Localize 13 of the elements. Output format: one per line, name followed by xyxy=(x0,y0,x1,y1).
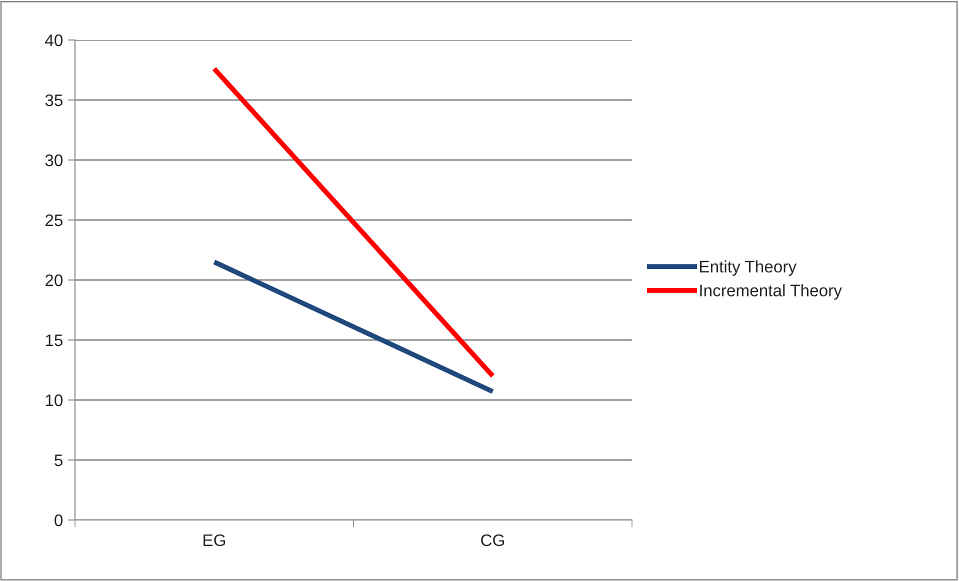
y-tick-label: 35 xyxy=(45,94,62,106)
legend-label: Incremental Theory xyxy=(700,284,842,300)
x-tick-label: CG xyxy=(481,534,504,546)
y-tick-label: 25 xyxy=(45,214,62,226)
legend-label: Entity Theory xyxy=(700,260,797,276)
y-tick-label: 0 xyxy=(54,514,63,526)
x-tick-label: EG xyxy=(204,534,226,546)
y-tick-label: 5 xyxy=(54,454,62,466)
y-tick-label: 15 xyxy=(46,334,62,346)
y-tick-label: 10 xyxy=(46,394,63,406)
y-tick-label: 30 xyxy=(45,154,63,166)
y-tick-label: 20 xyxy=(45,274,63,286)
y-tick-label: 40 xyxy=(45,34,63,46)
